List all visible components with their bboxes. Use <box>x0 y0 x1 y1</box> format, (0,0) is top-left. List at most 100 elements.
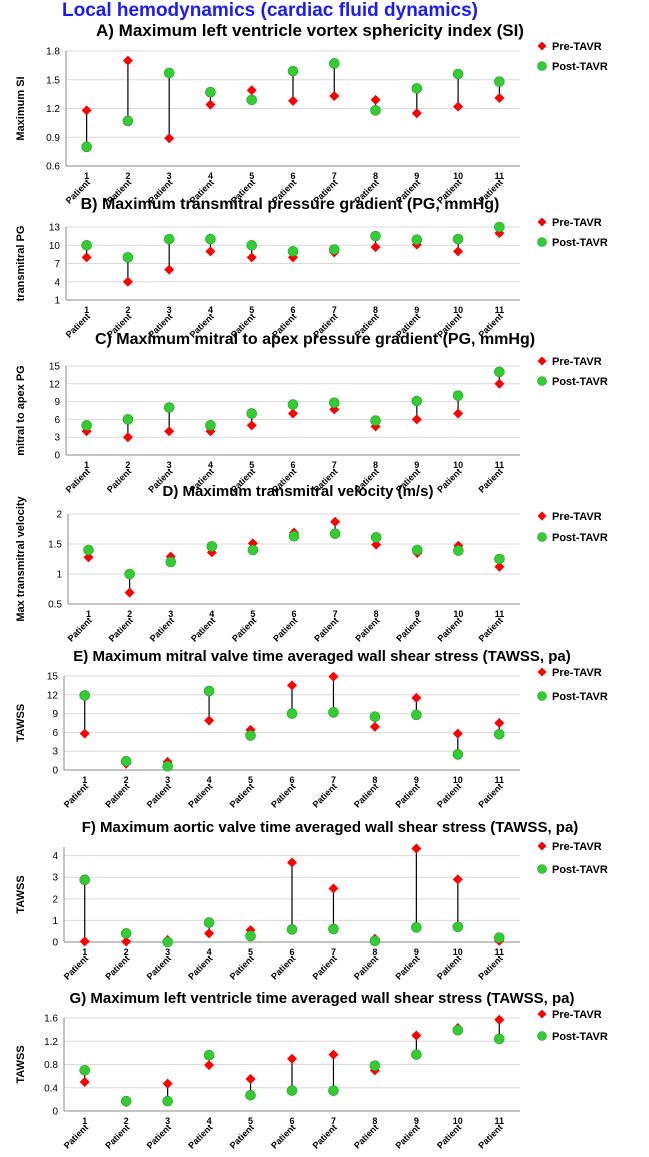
panel-title: G) Maximum left ventricle time averaged … <box>70 990 575 1007</box>
post-tavr-point <box>411 544 423 556</box>
x-tick-patient: Patient <box>435 1122 463 1150</box>
post-tavr-point <box>493 728 505 740</box>
x-tick-number: 10 <box>453 305 463 315</box>
panel-title: D) Maximum transmitral velocity (m/s) <box>163 483 434 500</box>
post-tavr-point <box>328 1085 339 1096</box>
post-tavr-point <box>287 65 299 77</box>
panel-title: A) Maximum left ventricle vortex spheric… <box>96 21 524 40</box>
pre-tavr-point <box>205 99 216 110</box>
x-tick-patient: Patient <box>145 781 173 809</box>
pre-tavr-point <box>411 843 422 854</box>
x-tick-number: 1 <box>84 460 89 470</box>
legend-pre-marker <box>537 41 547 51</box>
legend-pre-label: Pre-TAVR <box>552 217 602 229</box>
post-tavr-point <box>411 83 423 94</box>
x-tick-patient: Patient <box>105 466 133 494</box>
x-tick-patient: Patient <box>62 953 90 981</box>
x-tick-number: 6 <box>289 947 294 957</box>
x-tick-number: 11 <box>495 947 505 957</box>
x-tick-number: 5 <box>249 171 254 181</box>
legend-post-label: Post-TAVR <box>552 376 608 388</box>
post-tavr-point <box>452 749 464 760</box>
y-tick-label: 0.9 <box>46 133 60 144</box>
x-tick-number: 9 <box>414 947 419 957</box>
x-tick-number: 5 <box>248 1116 253 1126</box>
x-tick-number: 10 <box>453 609 463 619</box>
pre-tavr-point <box>164 426 175 437</box>
x-tick-number: 8 <box>372 947 377 957</box>
post-tavr-point <box>452 68 464 80</box>
pre-tavr-point <box>453 408 464 419</box>
x-tick-patient: Patient <box>476 1122 504 1150</box>
y-tick-label: 12 <box>49 379 61 390</box>
pre-tavr-point <box>411 692 422 703</box>
y-tick-label: 1 <box>54 296 60 307</box>
panel-title: E) Maximum mitral valve time averaged wa… <box>73 648 570 665</box>
pre-tavr-point <box>452 728 463 739</box>
pre-tavr-point <box>494 718 505 728</box>
x-tick-number: 6 <box>289 775 294 785</box>
y-tick-label: 0.8 <box>44 1060 58 1071</box>
x-tick-patient: Patient <box>353 615 381 643</box>
post-tavr-point <box>81 239 92 251</box>
post-tavr-point <box>120 755 132 767</box>
legend-pre-label: Pre-TAVR <box>552 356 602 368</box>
post-tavr-point <box>370 532 382 543</box>
pre-tavr-point <box>371 539 382 550</box>
y-tick-label: 4 <box>52 851 58 862</box>
pre-tavr-point <box>411 414 422 425</box>
y-axis-label: TAWSS <box>15 875 27 913</box>
post-tavr-point <box>246 239 258 251</box>
x-tick-number: 8 <box>374 609 379 619</box>
post-tavr-point <box>411 922 422 933</box>
pre-tavr-point <box>122 276 133 287</box>
pre-tavr-point <box>287 857 297 868</box>
x-tick-patient: Patient <box>435 781 463 809</box>
y-tick-label: 0.6 <box>46 162 60 173</box>
y-tick-label: 2 <box>56 510 62 521</box>
x-tick-number: 5 <box>249 460 254 470</box>
pre-tavr-point <box>328 1049 339 1060</box>
post-tavr-point <box>122 252 134 263</box>
post-tavr-point <box>452 390 464 401</box>
x-tick-patient: Patient <box>62 781 90 809</box>
x-tick-number: 1 <box>86 609 91 619</box>
post-tavr-point <box>206 541 218 552</box>
y-axis-label: transmitral PG <box>15 226 27 302</box>
x-tick-patient: Patient <box>311 953 339 981</box>
post-tavr-point <box>328 58 340 69</box>
post-tavr-point <box>493 932 505 943</box>
legend-post-label: Post-TAVR <box>552 691 608 703</box>
x-tick-patient: Patient <box>352 781 380 809</box>
x-tick-patient: Patient <box>269 781 297 809</box>
x-tick-number: 8 <box>373 171 378 181</box>
post-tavr-point <box>205 86 216 98</box>
pre-tavr-point <box>453 246 464 257</box>
x-tick-patient: Patient <box>62 1122 90 1150</box>
post-tavr-point <box>370 105 381 116</box>
x-tick-number: 10 <box>453 775 463 785</box>
post-tavr-point <box>494 366 505 378</box>
x-tick-number: 5 <box>248 947 253 957</box>
post-tavr-point <box>411 234 423 246</box>
pre-tavr-point <box>411 108 422 119</box>
x-tick-number: 7 <box>331 775 336 785</box>
pre-tavr-point <box>79 728 90 739</box>
x-tick-number: 6 <box>289 1116 294 1126</box>
x-tick-number: 11 <box>495 305 505 315</box>
y-tick-label: 7 <box>54 259 60 270</box>
x-tick-number: 11 <box>495 1116 505 1126</box>
x-tick-number: 10 <box>453 947 463 957</box>
post-tavr-point <box>205 420 216 431</box>
x-tick-number: 3 <box>167 305 172 315</box>
pre-tavr-point <box>124 587 135 598</box>
x-tick-number: 3 <box>165 775 170 785</box>
panel-title: F) Maximum aortic valve time averaged wa… <box>82 819 579 836</box>
y-tick-label: 4 <box>54 277 60 288</box>
x-tick-patient: Patient <box>476 953 504 981</box>
x-tick-number: 10 <box>453 171 463 181</box>
y-tick-label: 0.4 <box>44 1083 58 1094</box>
pre-tavr-point <box>494 1014 505 1025</box>
x-tick-number: 4 <box>208 171 213 181</box>
post-tavr-point <box>494 553 505 565</box>
